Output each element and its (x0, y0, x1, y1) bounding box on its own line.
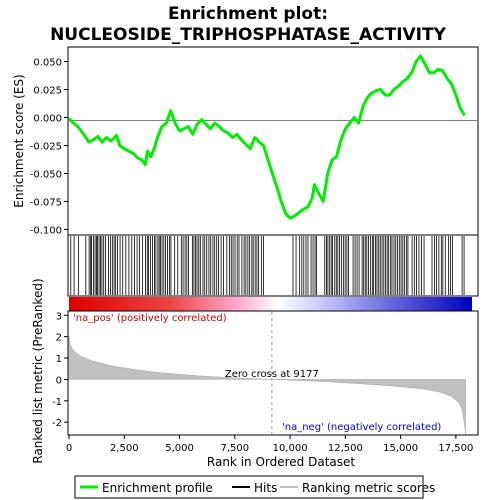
metric-y-tick-label: 0 (56, 375, 62, 386)
hits-layer (70, 236, 465, 295)
metric-y-tick-label: 3 (56, 311, 62, 322)
hits-panel-frame (67, 234, 479, 297)
es-y-tick-label: 0.000 (33, 114, 62, 125)
zero-cross-label: Zero cross at 9177 (225, 369, 319, 380)
metric-y-tick-label: -2 (52, 418, 62, 429)
es-panel-frame (67, 46, 479, 236)
x-tick-label: 10,000 (273, 443, 308, 454)
rank-x-axis: 0 2,500 5,000 7,500 10,000 12,500 15,000 17,500 (66, 435, 473, 454)
metric-y-tick-label: -1 (52, 397, 62, 408)
metric-y-tick-label: 1 (56, 354, 62, 365)
x-tick-label: 17,500 (438, 443, 473, 454)
es-y-tick-label: -0.025 (30, 141, 62, 152)
rank-color-bar (69, 297, 472, 311)
neg-correlated-label: 'na_neg' (negatively correlated) (282, 422, 441, 433)
metric-y-axis: 3 2 1 0 -1 -2 (52, 311, 68, 429)
x-tick-label: 5,000 (165, 443, 194, 454)
legend-label-hits: Hits (254, 481, 277, 495)
es-y-axis-label: Enrichment score (ES) (12, 74, 26, 207)
chart-title-line2: NUCLEOSIDE_TRIPHOSPHATASE_ACTIVITY (50, 25, 447, 45)
es-y-tick-label: 0.025 (33, 86, 62, 97)
x-tick-label: 12,500 (328, 443, 363, 454)
es-y-axis: 0.050 0.025 0.000 -0.025 -0.050 -0.075 -0.100 (30, 58, 68, 236)
metric-area (68, 335, 466, 434)
legend-label-ranking: Ranking metric scores (302, 481, 435, 495)
x-axis-label: Rank in Ordered Dataset (207, 455, 355, 469)
metric-layer (68, 335, 466, 434)
x-tick-label: 7,500 (220, 443, 249, 454)
metric-y-tick-label: 2 (56, 333, 62, 344)
legend-label-enrichment: Enrichment profile (102, 481, 213, 495)
x-tick-label: 2,500 (110, 443, 139, 454)
es-line-enrichment-profile (67, 54, 466, 220)
metric-y-axis-label: Ranked list metric (PreRanked) (31, 278, 45, 463)
es-y-tick-label: -0.075 (30, 197, 62, 208)
es-y-tick-label: 0.050 (33, 58, 62, 69)
es-y-tick-label: -0.050 (30, 169, 62, 180)
x-tick-label: 0 (66, 443, 72, 454)
x-tick-label: 15,000 (383, 443, 418, 454)
pos-correlated-label: 'na_pos' (positively correlated) (73, 313, 227, 324)
es-y-tick-label: -0.100 (30, 225, 62, 236)
es-line-layer (67, 54, 466, 220)
chart-title-line1: Enrichment plot: (168, 4, 328, 24)
